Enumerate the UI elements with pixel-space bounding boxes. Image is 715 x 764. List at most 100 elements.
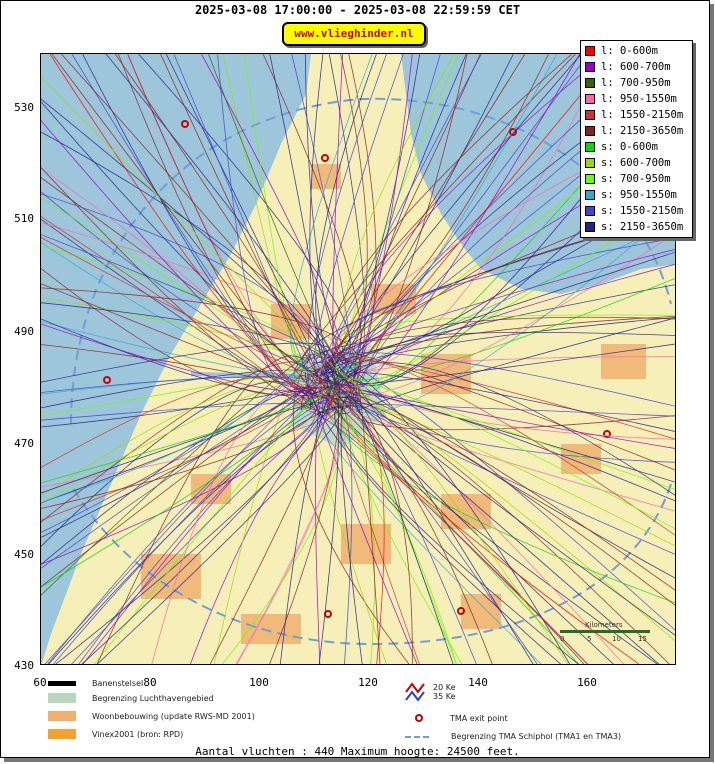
north-sea [41, 54, 311, 664]
flight-track [340, 395, 363, 664]
legend-item: s: 1550-2150m [581, 203, 692, 219]
flight-track [336, 362, 675, 496]
flight-track [343, 233, 675, 399]
flight-track [321, 251, 675, 374]
flight-track [317, 122, 675, 407]
x-tick-100: 100 [249, 676, 269, 689]
flight-track [301, 374, 585, 664]
y-tick-430: 430 [14, 659, 34, 672]
legend-item: l: 950-1550m [581, 91, 692, 107]
flight-summary: Aantal vluchten : 440 Maximum hoogte: 24… [195, 745, 520, 758]
flight-track [41, 381, 315, 547]
legend-item: l: 600-700m [581, 59, 692, 75]
x-tick-140: 140 [468, 676, 488, 689]
y-tick-470: 470 [14, 437, 34, 450]
legend-swatch [585, 78, 595, 88]
flight-track [41, 398, 311, 588]
flight-track [262, 54, 362, 368]
altitude-legend: l: 0-600m l: 600-700m l: 700-950m l: 950… [580, 40, 693, 238]
flight-track [41, 245, 340, 384]
scale-title: Kilometers [585, 621, 623, 629]
scale-tick-10: 10 [612, 635, 621, 643]
vinex-swatch [48, 729, 76, 739]
site-link[interactable]: www.vlieghinder.nl [282, 22, 426, 46]
flight-tracks [41, 54, 675, 664]
flight-track [51, 54, 319, 397]
flight-track [41, 318, 328, 397]
flight-track [291, 54, 352, 395]
flight-track [301, 386, 580, 664]
legend-item: l: 0-600m [581, 43, 692, 59]
flight-track [41, 131, 340, 410]
scale-tick-5: 5 [587, 635, 592, 643]
legend-item: s: 700-950m [581, 171, 692, 187]
flight-track [320, 372, 660, 664]
flight-track [307, 373, 538, 664]
x-tick-120: 120 [358, 676, 378, 689]
y-tick-530: 530 [14, 101, 34, 114]
flight-track [269, 54, 329, 417]
flight-track [347, 376, 675, 440]
flight-track [302, 331, 675, 367]
flight-track [315, 54, 377, 386]
flight-track [41, 360, 306, 503]
flight-track [209, 378, 336, 664]
x-tick-160: 160 [577, 676, 597, 689]
key-tma-exit: TMA exit point [414, 713, 508, 723]
key-airport-boundary: Begrenzing Luchthavengebied [48, 693, 214, 703]
flight-track [78, 405, 326, 664]
flight-track [355, 54, 581, 388]
key-vinex: Vinex2001 (bron: RPD) [48, 729, 183, 739]
flight-track [41, 167, 331, 414]
flight-track [96, 406, 342, 664]
flight-track [304, 54, 356, 372]
housing-swatch [48, 711, 76, 721]
flight-track [345, 375, 569, 664]
scale-tick-15: 15 [638, 635, 647, 643]
scale-line [560, 630, 650, 633]
legend-item: l: 700-950m [581, 75, 692, 91]
flight-track [337, 367, 675, 636]
legend-swatch [585, 206, 595, 216]
flight-track [302, 360, 625, 664]
legend-swatch [585, 126, 595, 136]
x-tick-80: 80 [143, 676, 157, 689]
flight-track [333, 377, 675, 530]
legend-item: l: 1550-2150m [581, 107, 692, 123]
y-tick-510: 510 [14, 212, 34, 225]
flight-track [41, 101, 357, 386]
flight-track [300, 387, 675, 591]
flight-track [308, 54, 387, 372]
y-tick-490: 490 [14, 325, 34, 338]
flight-track [290, 54, 373, 363]
flight-track [305, 54, 549, 356]
flight-track [300, 395, 675, 606]
legend-swatch [585, 158, 595, 168]
flight-track [41, 167, 304, 402]
flight-track [71, 397, 361, 664]
flight-track [41, 354, 311, 533]
legend-item: l: 2150-3650m [581, 123, 692, 139]
flight-track [355, 384, 381, 664]
legend-swatch [585, 142, 595, 152]
noise-35-label: 35 Ke [433, 692, 456, 701]
flight-track [312, 192, 675, 394]
legend-item: s: 0-600m [581, 139, 692, 155]
flight-track [96, 355, 307, 664]
flight-track [326, 54, 615, 408]
map-key: Banenstelsel Begrenzing Luchthavengebied… [40, 676, 676, 746]
key-housing: Woonbebouwing (update RWS-MD 2001) [48, 711, 255, 721]
flight-track [352, 54, 467, 413]
flight-track [41, 374, 342, 569]
flight-track [305, 54, 526, 394]
flight-track [41, 376, 314, 393]
flight-track [41, 237, 354, 389]
flight-track [41, 387, 332, 484]
noise-contour-icon [405, 682, 425, 702]
flight-track [41, 386, 307, 504]
flight-track [208, 54, 343, 362]
flight-track [350, 401, 454, 664]
flight-track [304, 371, 562, 664]
flight-track [41, 234, 344, 371]
flight-track [47, 393, 358, 664]
